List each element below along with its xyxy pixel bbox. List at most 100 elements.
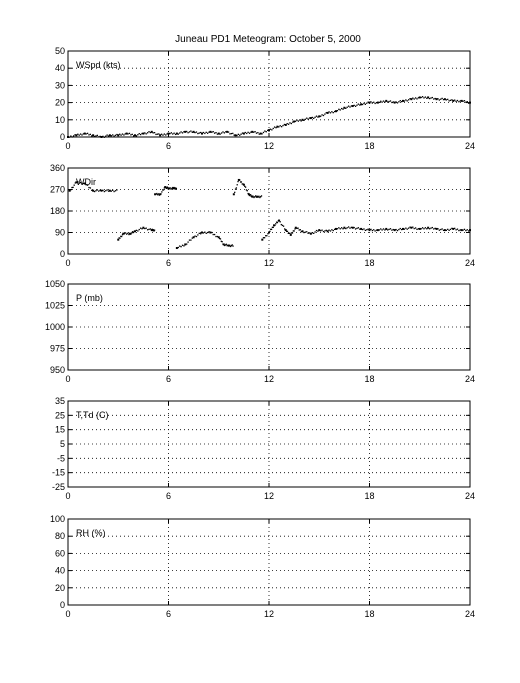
data-point (398, 101, 400, 103)
data-point (423, 228, 425, 230)
data-point (329, 230, 332, 232)
data-point (353, 226, 355, 229)
data-point (401, 228, 403, 231)
data-point (202, 131, 205, 134)
data-point (88, 134, 90, 136)
data-point (258, 133, 260, 135)
data-point (326, 111, 329, 114)
data-point (406, 100, 408, 102)
data-point (421, 227, 424, 229)
data-point (426, 228, 428, 230)
data-point (74, 182, 76, 184)
data-point (455, 100, 457, 102)
data-point (254, 131, 256, 133)
data-point (351, 105, 354, 108)
data-point (242, 132, 245, 135)
y-tick-label: 270 (50, 185, 65, 195)
data-point (389, 100, 392, 102)
data-point (282, 124, 284, 127)
data-point (418, 96, 421, 99)
data-point (381, 101, 383, 103)
data-point (280, 126, 283, 128)
data-point (237, 133, 239, 136)
data-point (405, 99, 407, 101)
data-point (153, 230, 155, 232)
data-point (452, 227, 455, 230)
data-point (68, 189, 71, 192)
data-point (113, 135, 115, 137)
data-point (180, 246, 182, 248)
y-tick-label: 60 (55, 548, 65, 558)
data-point (226, 245, 228, 247)
data-point (134, 230, 136, 233)
data-point (272, 127, 274, 130)
data-point (346, 106, 348, 108)
data-point (117, 134, 120, 137)
data-point (407, 99, 410, 101)
data-point (110, 190, 112, 192)
data-point (79, 181, 82, 184)
data-point (113, 190, 115, 193)
data-point (172, 133, 174, 135)
data-point (378, 229, 380, 231)
data-point (78, 182, 80, 184)
data-point (384, 101, 386, 103)
data-point (469, 101, 471, 104)
data-point (434, 227, 436, 230)
data-point (232, 132, 234, 135)
data-point (271, 129, 273, 131)
data-point (78, 134, 80, 136)
y-tick-label: 15 (55, 425, 65, 435)
data-point (235, 187, 238, 189)
data-point (157, 194, 159, 196)
data-point (187, 241, 189, 243)
data-point (433, 98, 435, 100)
y-tick-label: -25 (52, 482, 65, 492)
data-point (393, 101, 396, 104)
data-point (86, 184, 89, 186)
data-point (328, 111, 330, 113)
data-point (273, 126, 276, 128)
data-point (75, 181, 78, 184)
data-point (338, 108, 340, 110)
data-point (153, 131, 156, 134)
data-point (239, 134, 241, 136)
data-point (152, 229, 154, 232)
data-point (85, 133, 87, 135)
panel-label: WDir (76, 177, 96, 187)
data-point (294, 228, 296, 230)
data-point (259, 132, 262, 135)
data-point (212, 233, 214, 236)
data-point (417, 228, 420, 230)
data-point (120, 134, 122, 136)
y-tick-label: 30 (55, 80, 65, 90)
data-point (152, 229, 155, 231)
data-point (191, 131, 193, 133)
data-point (460, 229, 463, 232)
data-point (387, 229, 389, 231)
data-point (74, 134, 76, 136)
data-point (95, 135, 97, 137)
data-point (186, 243, 188, 245)
data-point (465, 101, 467, 103)
data-point (317, 230, 319, 232)
data-point (359, 104, 361, 106)
data-point (294, 226, 297, 229)
data-point (367, 228, 369, 230)
data-point (258, 195, 260, 197)
x-tick-label: 6 (166, 609, 171, 619)
data-point (86, 132, 89, 135)
data-point (297, 120, 300, 122)
data-point (416, 228, 418, 231)
y-tick-label: 360 (50, 163, 65, 173)
data-point (102, 189, 104, 191)
data-point (201, 231, 203, 234)
data-point (191, 237, 193, 239)
data-point (138, 228, 140, 231)
data-point (93, 190, 96, 193)
data-point (304, 118, 306, 120)
data-point (257, 196, 259, 198)
panel-label: P (mb) (76, 293, 103, 303)
data-point (360, 103, 363, 106)
